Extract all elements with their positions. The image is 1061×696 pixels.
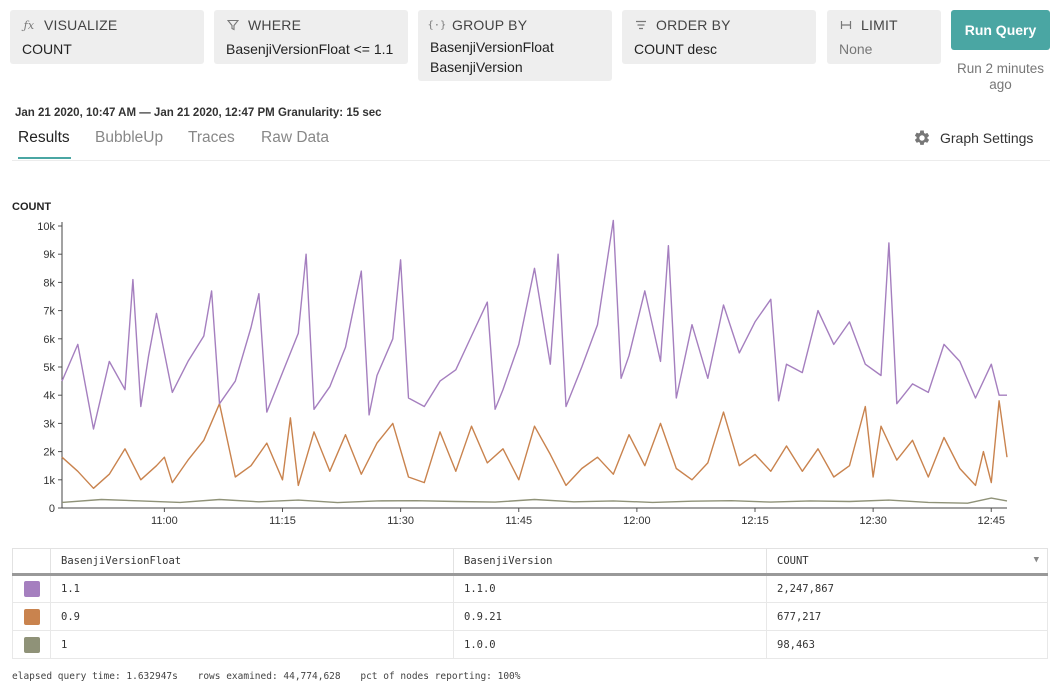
table-cell: 677,217 xyxy=(766,602,1048,631)
table-row: 1 1.0.0 98,463 xyxy=(12,630,1048,659)
time-range: Jan 21 2020, 10:47 AM — Jan 21 2020, 12:… xyxy=(15,107,382,119)
y-tick-label: 8k xyxy=(43,277,55,289)
filter-icon xyxy=(226,18,240,32)
query-stats: elapsed query time: 1.632947s rows exami… xyxy=(12,671,535,682)
series-line-0-9 xyxy=(61,400,1008,489)
tab-results[interactable]: Results xyxy=(18,129,70,146)
x-tick-label: 12:15 xyxy=(741,515,769,527)
series-swatch[interactable] xyxy=(23,636,40,653)
column-header[interactable]: BasenjiVersionFloat xyxy=(50,548,454,576)
run-status: Run 2 minutes ago xyxy=(956,61,1045,92)
y-tick-label: 1k xyxy=(43,475,55,487)
function-icon: ƒx xyxy=(23,18,35,32)
x-tick-label: 11:15 xyxy=(269,515,296,527)
x-tick-label: 11:00 xyxy=(151,515,178,527)
chart-y-label: COUNT xyxy=(12,201,52,213)
order-by-box[interactable]: ORDER BY COUNT desc xyxy=(622,10,816,64)
table-cell: 1.1.0 xyxy=(453,574,767,603)
limit-value: None xyxy=(839,41,873,57)
tab-traces[interactable]: Traces xyxy=(188,129,235,146)
where-label: WHERE xyxy=(248,17,302,33)
series-line-1-1 xyxy=(61,219,1007,430)
table-cell: 0.9.21 xyxy=(453,602,767,631)
sort-icon xyxy=(634,18,648,32)
swatch-column-header xyxy=(12,548,51,576)
column-header[interactable]: BasenjiVersion xyxy=(453,548,767,576)
column-header[interactable]: COUNT ▼ xyxy=(766,548,1048,576)
sort-desc-icon[interactable]: ▼ xyxy=(1033,555,1039,565)
pct-nodes-reporting: pct of nodes reporting: 100% xyxy=(360,671,521,682)
visualize-value: COUNT xyxy=(22,41,72,57)
graph-settings-label: Graph Settings xyxy=(940,130,1034,146)
group-by-value: BasenjiVersionFloat xyxy=(430,39,554,55)
tab-raw-data[interactable]: Raw Data xyxy=(261,129,330,146)
limit-label: LIMIT xyxy=(861,17,898,33)
series-swatch[interactable] xyxy=(23,581,40,597)
table-cell: 1.1 xyxy=(50,574,454,603)
column-header-label: COUNT xyxy=(777,555,809,567)
run-query-button[interactable]: Run Query xyxy=(951,10,1050,50)
y-tick-label: 9k xyxy=(43,249,55,261)
table-cell: 1.0.0 xyxy=(453,630,767,659)
rows-examined: rows examined: 44,774,628 xyxy=(197,671,341,682)
y-tick-label: 2k xyxy=(43,447,55,459)
x-tick-label: 11:30 xyxy=(387,515,414,527)
group-by-value: BasenjiVersion xyxy=(430,59,523,75)
tab-divider xyxy=(12,160,1050,161)
y-tick-label: 10k xyxy=(37,221,55,233)
line-chart: 0 1k 2k 3k 4k 5k 6k 7k 8k 9k 10k 11:00 11:15 11:30 11:… xyxy=(37,219,1008,527)
x-tick-label: 12:00 xyxy=(623,515,651,527)
order-by-value: COUNT desc xyxy=(634,41,717,57)
y-tick-label: 3k xyxy=(43,418,55,430)
y-tick-label: 5k xyxy=(43,362,55,374)
limit-box[interactable]: LIMIT None xyxy=(827,10,941,64)
series-line-1 xyxy=(61,497,1008,504)
group-by-box[interactable]: {·} GROUP BY BasenjiVersionFloat Basenji… xyxy=(418,10,612,81)
table-cell: 0.9 xyxy=(50,602,454,631)
y-tick-label: 4k xyxy=(43,390,55,402)
series-swatch[interactable] xyxy=(23,608,40,625)
y-tick-label: 6k xyxy=(43,334,55,346)
visualize-label: VISUALIZE xyxy=(44,17,118,33)
table-row: 0.9 0.9.21 677,217 xyxy=(12,602,1048,631)
active-tab-indicator xyxy=(18,157,71,159)
x-tick-label: 12:45 xyxy=(977,515,1005,527)
x-tick-label: 11:45 xyxy=(505,515,532,527)
limit-icon xyxy=(839,18,853,32)
elapsed-query-time: elapsed query time: 1.632947s xyxy=(12,671,178,682)
table-cell: 2,247,867 xyxy=(766,574,1048,603)
graph-settings-button[interactable]: Graph Settings xyxy=(913,129,1033,147)
where-box[interactable]: WHERE BasenjiVersionFloat <= 1.1 xyxy=(214,10,408,64)
visualize-box[interactable]: ƒx VISUALIZE COUNT xyxy=(10,10,204,64)
table-cell: 1 xyxy=(50,630,454,659)
table-row: 1.1 1.1.0 2,247,867 xyxy=(12,574,1048,603)
x-tick-label: 12:30 xyxy=(859,515,887,527)
gear-icon xyxy=(914,130,930,145)
y-tick-label: 7k xyxy=(43,306,55,318)
results-table: BasenjiVersionFloat BasenjiVersion COUNT… xyxy=(12,548,1048,659)
order-by-label: ORDER BY xyxy=(656,17,731,33)
braces-icon: {·} xyxy=(427,19,447,31)
y-tick-label: 0 xyxy=(49,503,55,515)
group-by-label: GROUP BY xyxy=(452,17,528,33)
tab-bubbleup[interactable]: BubbleUp xyxy=(95,129,164,146)
table-cell: 98,463 xyxy=(766,630,1048,659)
where-value: BasenjiVersionFloat <= 1.1 xyxy=(226,41,394,57)
table-header-row: BasenjiVersionFloat BasenjiVersion COUNT… xyxy=(12,548,1048,576)
